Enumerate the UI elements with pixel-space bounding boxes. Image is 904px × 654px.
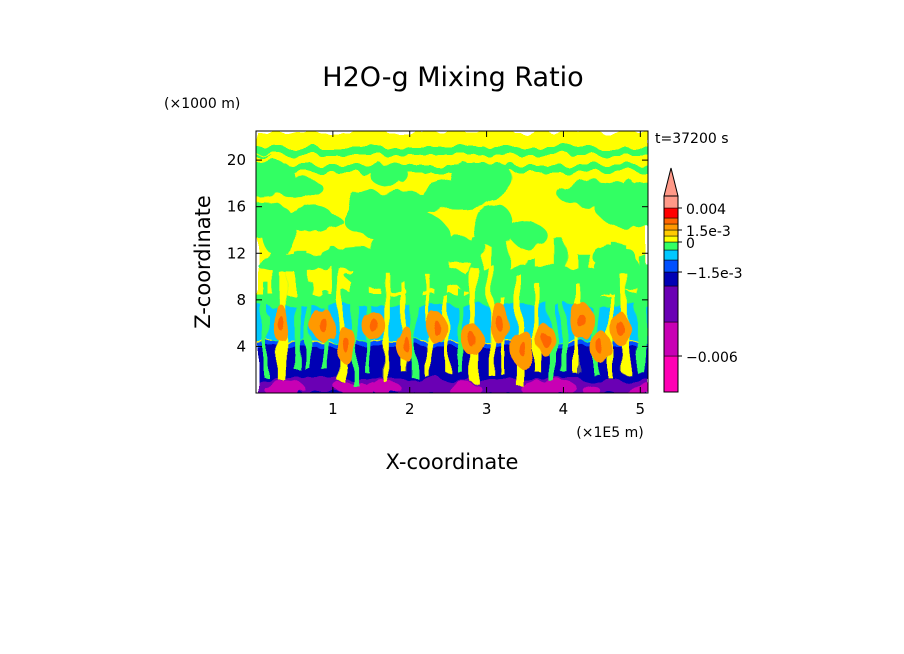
- colorbar-swatch: [663, 195, 679, 209]
- y-axis-label: Z-coordinate: [191, 195, 215, 329]
- y-tick-label: 16: [227, 198, 246, 216]
- chart-title: H2O-g Mixing Ratio: [322, 62, 583, 93]
- colorbar-swatch: [663, 235, 679, 243]
- y-tick-label: 20: [227, 151, 246, 169]
- x-tick-label: 2: [405, 400, 415, 418]
- x-tick-label: 5: [636, 400, 646, 418]
- time-label: t=37200 s: [655, 131, 729, 147]
- colorbar-swatch: [663, 271, 679, 287]
- colorbar-swatch: [663, 207, 679, 219]
- x-tick-label: 3: [482, 400, 492, 418]
- colorbar: 0.004 1.5e-30 −1.5e-3 −0.006: [663, 167, 743, 393]
- colorbar-swatch: [663, 229, 679, 237]
- z-units-label: (×1000 m): [164, 96, 240, 112]
- y-axis: 4 8 12 16 20: [227, 151, 648, 355]
- field-contours: [256, 131, 648, 393]
- x-tick-label: 4: [559, 400, 569, 418]
- colorbar-label: 0.004: [686, 202, 726, 218]
- colorbar-swatch: [663, 241, 679, 251]
- colorbar-label: 0: [686, 236, 695, 252]
- y-tick-label: 12: [227, 244, 246, 262]
- colorbar-swatch: [663, 259, 679, 273]
- colorbar-swatch: [663, 355, 679, 393]
- colorbar-swatch: [663, 217, 679, 225]
- colorbar-frame: [663, 195, 679, 393]
- y-tick-label: 8: [236, 291, 246, 309]
- x-axis: 1 2 3 4 5: [328, 131, 645, 418]
- colorbar-label: −0.006: [686, 350, 738, 366]
- plot-field: [256, 131, 648, 393]
- colorbar-label: −1.5e-3: [686, 266, 743, 282]
- plot-frame: [255, 130, 649, 394]
- y-tick-label: 4: [236, 337, 246, 355]
- colorbar-swatch: [663, 249, 679, 261]
- x-tick-label: 1: [328, 400, 338, 418]
- colorbar-swatch: [663, 321, 679, 357]
- colorbar-swatch: [663, 285, 679, 323]
- x-units-label: (×1E5 m): [576, 425, 643, 441]
- x-axis-label: X-coordinate: [386, 450, 519, 474]
- colorbar-swatch: [663, 223, 679, 231]
- colorbar-label: 1.5e-3: [686, 224, 731, 240]
- colorbar-top-arrow: [663, 167, 679, 197]
